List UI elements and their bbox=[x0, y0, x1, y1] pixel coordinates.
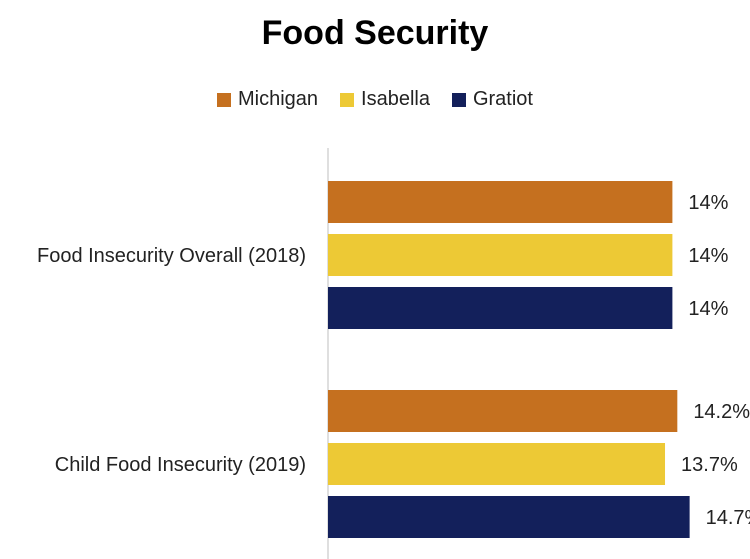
legend: Michigan Isabella Gratiot bbox=[0, 88, 750, 111]
bar-isabella bbox=[328, 443, 666, 485]
data-label: 14.7% bbox=[706, 507, 750, 529]
legend-swatch-isabella bbox=[340, 92, 355, 107]
data-label: 14% bbox=[688, 245, 728, 267]
category-label: Child Food Insecurity (2019) bbox=[55, 454, 306, 476]
bar-gratiot bbox=[328, 287, 673, 329]
legend-label-isabella: Isabella bbox=[361, 88, 430, 110]
data-label: 14% bbox=[688, 192, 728, 214]
bar-isabella bbox=[328, 234, 673, 276]
legend-label-gratiot: Gratiot bbox=[472, 88, 533, 110]
category-label: Food Insecurity Overall (2018) bbox=[37, 245, 306, 267]
legend-item-gratiot: Gratiot bbox=[451, 88, 533, 111]
bar-michigan bbox=[328, 181, 673, 223]
chart-title: Food Security bbox=[261, 14, 489, 52]
data-label: 14% bbox=[688, 298, 728, 320]
bar-gratiot bbox=[328, 496, 690, 538]
data-label: 13.7% bbox=[681, 454, 738, 476]
legend-swatch-michigan bbox=[216, 92, 231, 107]
data-label: 14.2% bbox=[693, 401, 750, 423]
legend-item-michigan: Michigan bbox=[216, 88, 319, 111]
legend-item-isabella: Isabella bbox=[340, 88, 430, 111]
legend-swatch-gratiot bbox=[451, 92, 466, 107]
bar-michigan bbox=[328, 390, 678, 432]
legend-label-michigan: Michigan bbox=[237, 88, 319, 110]
